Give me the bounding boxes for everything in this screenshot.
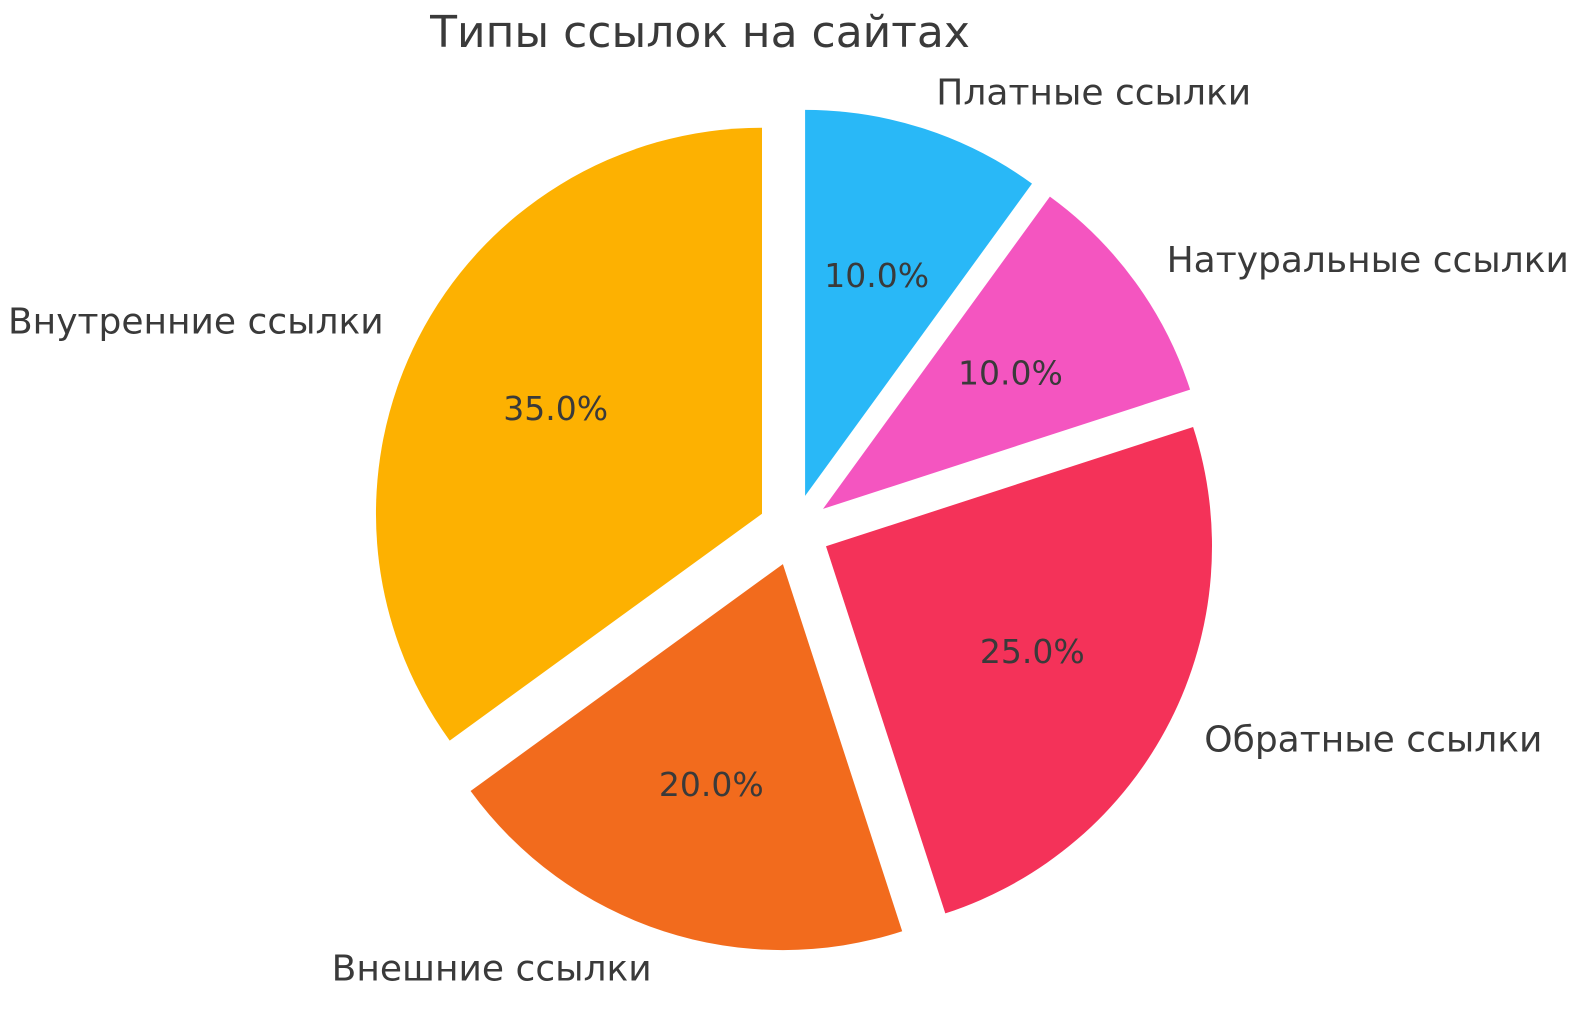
slice-pct-label-1: 10.0% bbox=[958, 353, 1063, 392]
slice-pct-label-2: 25.0% bbox=[980, 632, 1085, 671]
slice-label-4: Внутренние ссылки bbox=[8, 302, 384, 343]
slice-label-0: Платные ссылки bbox=[936, 73, 1251, 114]
pie-slice-1 bbox=[823, 196, 1191, 509]
slice-label-2: Обратные ссылки bbox=[1204, 720, 1542, 761]
slice-pct-label-3: 20.0% bbox=[659, 765, 764, 804]
slice-label-3: Внешние ссылки bbox=[332, 949, 652, 990]
slice-pct-label-4: 35.0% bbox=[503, 389, 608, 428]
pie-slice-0 bbox=[805, 109, 1032, 496]
slice-label-1: Натуральные ссылки bbox=[1167, 240, 1569, 281]
pie-slice-3 bbox=[470, 564, 903, 951]
pie-slice-4 bbox=[375, 127, 762, 741]
pie-slice-2 bbox=[826, 427, 1212, 914]
chart-title: Типы ссылок на сайтах bbox=[430, 7, 970, 58]
slice-pct-label-0: 10.0% bbox=[824, 256, 929, 295]
